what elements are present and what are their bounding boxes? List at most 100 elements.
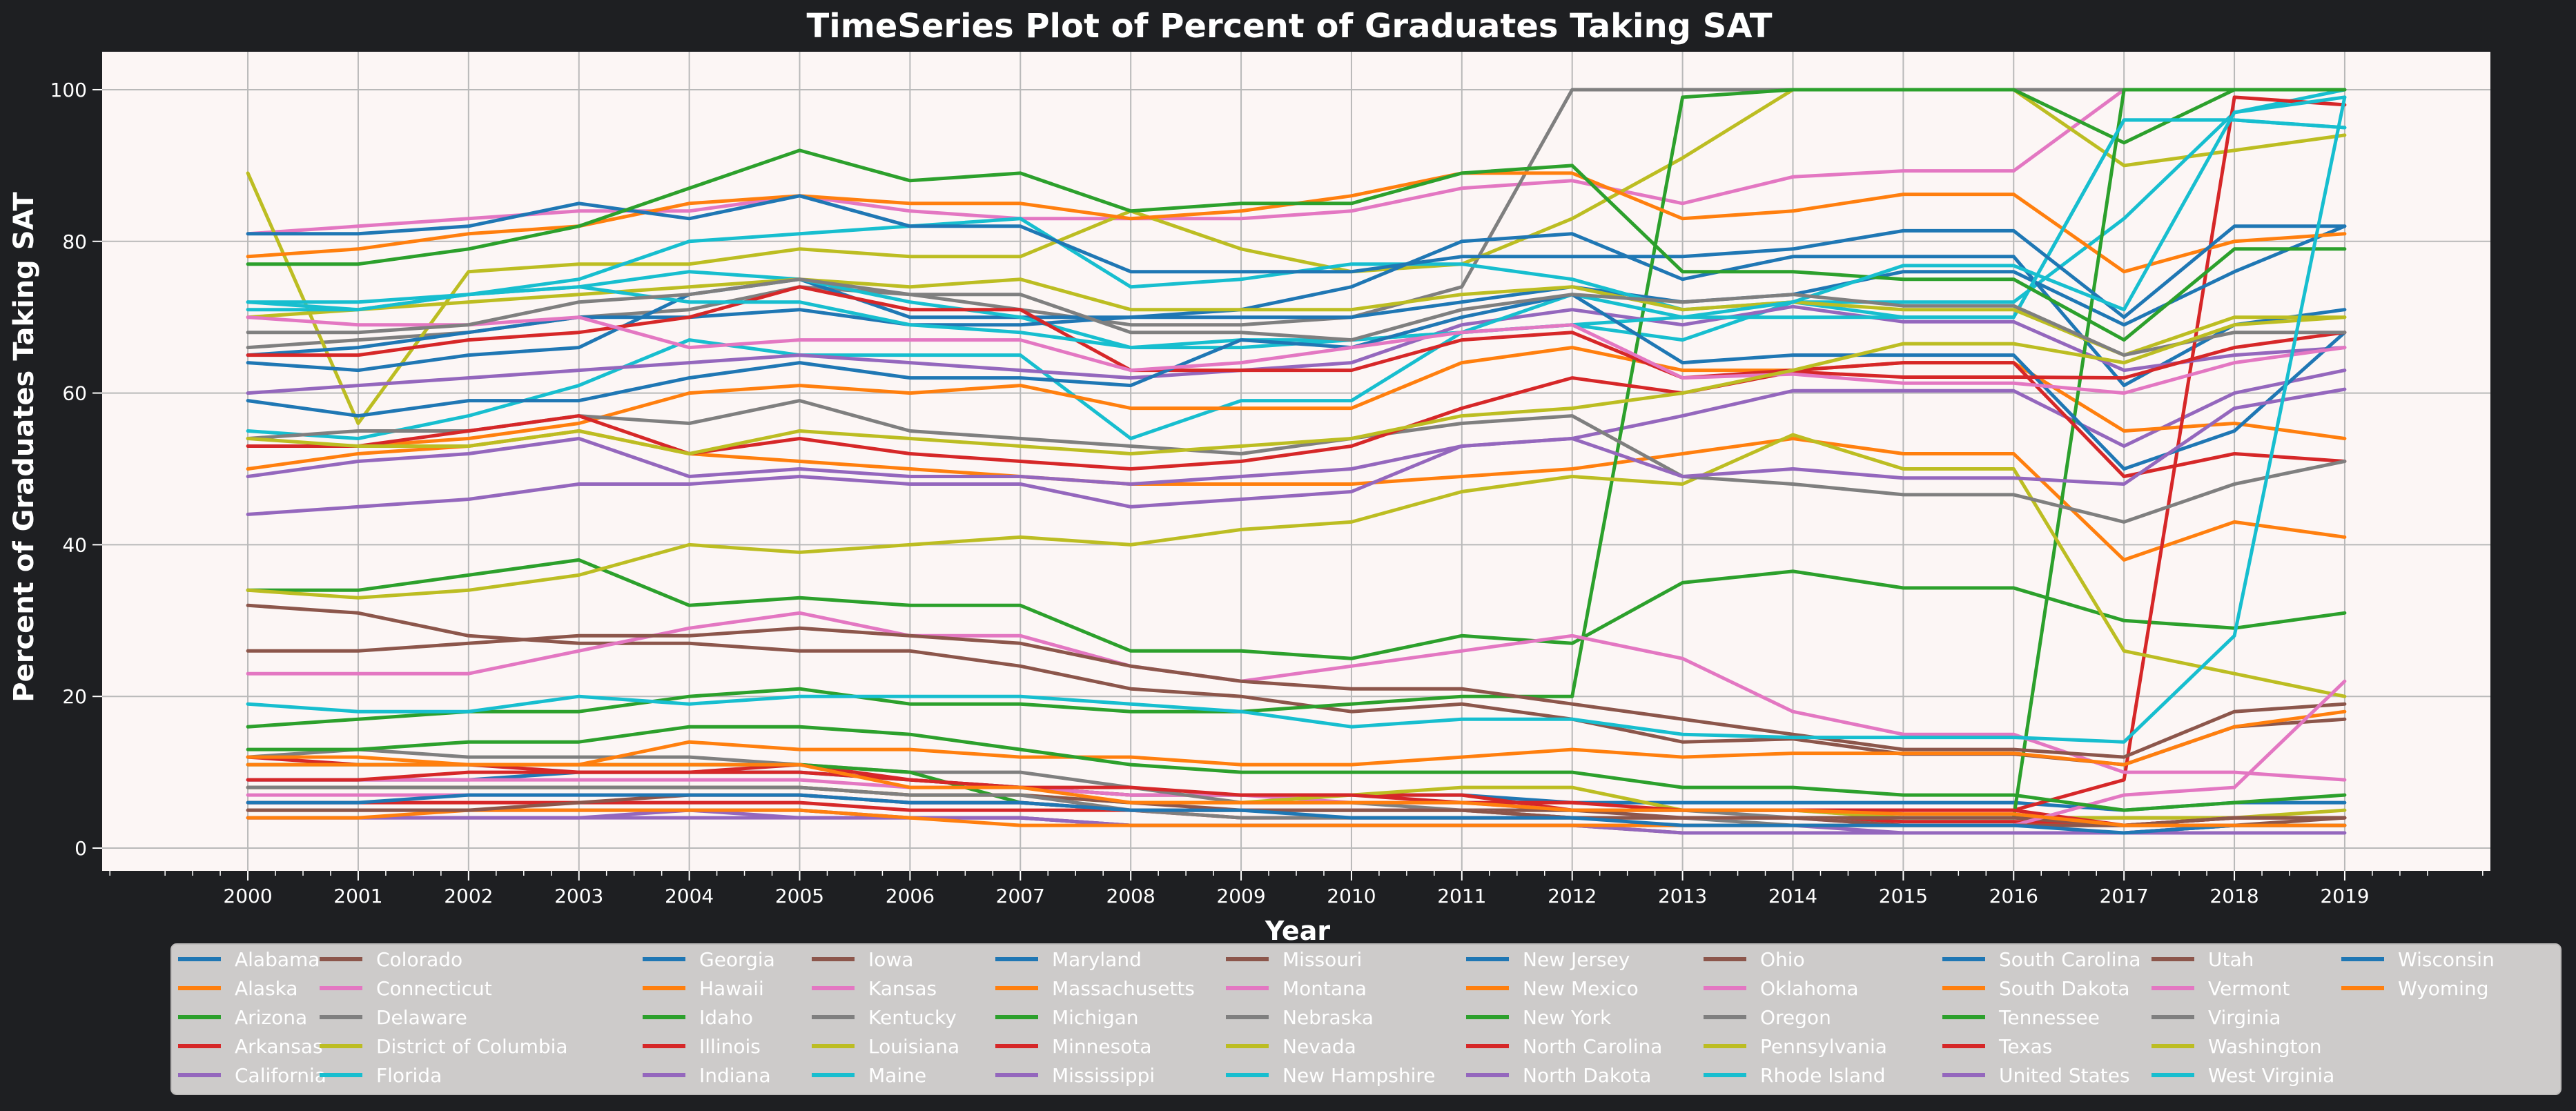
legend-label: Maine <box>868 1064 926 1087</box>
legend-label: Alaska <box>235 977 298 1000</box>
series-line-montana <box>246 611 2347 782</box>
series-line-virginia <box>246 277 2347 357</box>
series-line-wisconsin <box>246 793 2347 835</box>
x-axis-label: Year <box>1265 916 1330 946</box>
x-tick-label: 2019 <box>2320 885 2369 907</box>
x-tick-label: 2017 <box>2100 885 2149 907</box>
legend-label: Maryland <box>1052 948 1142 971</box>
x-tick-label: 2005 <box>775 885 824 907</box>
legend-label: Mississippi <box>1052 1064 1155 1087</box>
series-line-washington <box>246 315 2347 455</box>
legend-label: Illinois <box>699 1035 761 1058</box>
legend-entry: Arkansas <box>178 1035 323 1058</box>
legend-entry: Vermont <box>2151 977 2290 1000</box>
legend-label: Arkansas <box>235 1035 323 1058</box>
y-tick-label: 0 <box>75 837 87 860</box>
x-tick-label: 2000 <box>223 885 272 907</box>
x-tick-label: 2013 <box>1658 885 1707 907</box>
legend-entry: New Jersey <box>1466 948 1630 971</box>
legend-label: Colorado <box>376 948 462 971</box>
legend-label: Oklahoma <box>1760 977 1859 1000</box>
series-line-florida <box>246 88 2347 440</box>
legend-entry: Washington <box>2151 1035 2322 1058</box>
legend-label: Hawaii <box>699 977 764 1000</box>
legend-entry: North Dakota <box>1466 1064 1651 1087</box>
legend-label: South Dakota <box>1999 977 2129 1000</box>
legend-entry: Kentucky <box>812 1006 957 1029</box>
legend-entry: District of Columbia <box>320 1035 568 1058</box>
legend-label: Ohio <box>1760 948 1805 971</box>
legend-entry: Kansas <box>812 977 937 1000</box>
series-line-oregon <box>246 399 2347 524</box>
series-line-south-carolina <box>246 293 2347 471</box>
x-tick-label: 2004 <box>665 885 714 907</box>
y-tick-label: 100 <box>50 79 87 101</box>
series-line-nevada <box>246 433 2347 698</box>
legend-label: New Hampshire <box>1282 1064 1435 1087</box>
legend-entry: New Mexico <box>1466 977 1639 1000</box>
x-tick-label: 2010 <box>1327 885 1376 907</box>
x-tick-label: 2011 <box>1437 885 1486 907</box>
y-tick-label: 40 <box>62 533 87 556</box>
legend-entry: Delaware <box>320 1006 467 1029</box>
y-tick-label: 60 <box>62 382 87 405</box>
series-line-georgia <box>246 232 2347 388</box>
y-tick-label: 20 <box>62 685 87 708</box>
legend-entry: Arizona <box>178 1006 307 1029</box>
legend-entry: Nevada <box>1226 1035 1356 1058</box>
legend-entry: Colorado <box>320 948 462 971</box>
series-line-new-mexico <box>246 709 2347 767</box>
legend-entry: Utah <box>2151 948 2254 971</box>
legend-label: United States <box>1999 1064 2130 1087</box>
legend-label: Florida <box>376 1064 442 1087</box>
legend-entry: Virginia <box>2151 1006 2281 1029</box>
legend-entry: Michigan <box>995 1006 1139 1029</box>
x-tick-label: 2008 <box>1106 885 1155 907</box>
legend: Alabama Alaska Arizona Arkansas California Co… <box>170 943 2562 1095</box>
x-tick-label: 2003 <box>554 885 603 907</box>
legend-label: Kansas <box>868 977 937 1000</box>
legend-entry: Texas <box>1942 1035 2052 1058</box>
legend-label: Utah <box>2208 948 2254 971</box>
legend-label: Minnesota <box>1052 1035 1152 1058</box>
legend-label: Alabama <box>235 948 320 971</box>
legend-label: Kentucky <box>868 1006 957 1029</box>
legend-label: West Virginia <box>2208 1064 2334 1087</box>
x-tick-label: 2007 <box>996 885 1045 907</box>
legend-entry: Florida <box>320 1064 442 1087</box>
legend-label: Wyoming <box>2398 977 2488 1000</box>
x-tick-label: 2015 <box>1879 885 1928 907</box>
legend-entry: Georgia <box>643 948 775 971</box>
legend-entry: Massachusetts <box>995 977 1195 1000</box>
legend-label: Delaware <box>376 1006 467 1029</box>
series-line-west-virginia <box>246 95 2347 744</box>
x-tick-label: 2001 <box>333 885 382 907</box>
legend-label: Vermont <box>2208 977 2290 1000</box>
series-lines <box>246 88 2347 835</box>
legend-entry: Alabama <box>178 948 320 971</box>
legend-label: Nebraska <box>1282 1006 1374 1029</box>
legend-label: North Dakota <box>1523 1064 1651 1087</box>
legend-label: Indiana <box>699 1064 771 1087</box>
series-line-arizona <box>246 558 2347 660</box>
series-line-tennessee <box>246 725 2347 812</box>
legend-entry: Montana <box>1226 977 1367 1000</box>
legend-entry: West Virginia <box>2151 1064 2334 1087</box>
series-line-new-jersey <box>246 194 2347 319</box>
legend-entry: Wyoming <box>2341 977 2488 1000</box>
legend-label: Virginia <box>2208 1006 2281 1029</box>
legend-entry: Mississippi <box>995 1064 1155 1087</box>
legend-label: Texas <box>1998 1035 2052 1058</box>
legend-box <box>170 943 2562 1095</box>
legend-label: Pennsylvania <box>1760 1035 1887 1058</box>
legend-entry: North Carolina <box>1466 1035 1662 1058</box>
legend-entry: Nebraska <box>1226 1006 1374 1029</box>
x-tick-label: 2014 <box>1768 885 1817 907</box>
legend-label: New Jersey <box>1523 948 1630 971</box>
legend-label: New Mexico <box>1523 977 1639 1000</box>
legend-entry: Pennsylvania <box>1704 1035 1887 1058</box>
legend-entry: Indiana <box>643 1064 771 1087</box>
legend-label: California <box>235 1064 326 1087</box>
legend-entry: Rhode Island <box>1704 1064 1886 1087</box>
